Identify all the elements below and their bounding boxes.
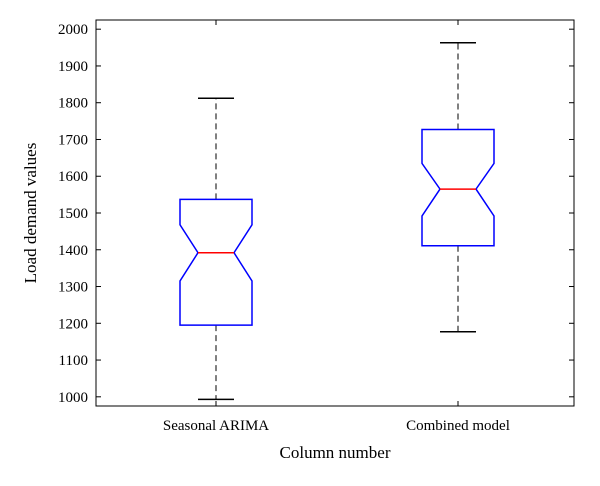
y-axis: 1000 1100 1200 1300 1400 1500 1600 1700 1800 1900…: [58, 22, 574, 406]
y-tick-label: 1000: [58, 390, 88, 406]
y-tick-label: 1300: [58, 280, 88, 296]
y-tick-label: 1100: [59, 353, 88, 369]
y-tick-label: 1400: [58, 243, 88, 259]
notched-box: [421, 128, 495, 247]
x-axis-label: Column number: [280, 443, 391, 462]
y-tick-label: 1600: [58, 169, 88, 185]
y-tick-label: 1700: [58, 132, 88, 148]
plot-marks: [179, 42, 495, 401]
y-tick-label: 1800: [58, 96, 88, 112]
x-tick-label: Combined model: [406, 418, 510, 434]
y-tick-label: 2000: [58, 22, 88, 38]
box-group-1: [179, 97, 253, 401]
y-tick-label: 1500: [58, 206, 88, 222]
x-tick-label: Seasonal ARIMA: [163, 418, 269, 434]
x-axis: Seasonal ARIMA Combined model: [163, 20, 510, 434]
y-tick-label: 1200: [58, 316, 88, 332]
y-tick-label: 1900: [58, 59, 88, 75]
plot-frame: [95, 19, 575, 407]
y-axis-label: Load demand values: [21, 143, 40, 284]
notched-box: [179, 198, 253, 326]
box-group-2: [421, 42, 495, 333]
